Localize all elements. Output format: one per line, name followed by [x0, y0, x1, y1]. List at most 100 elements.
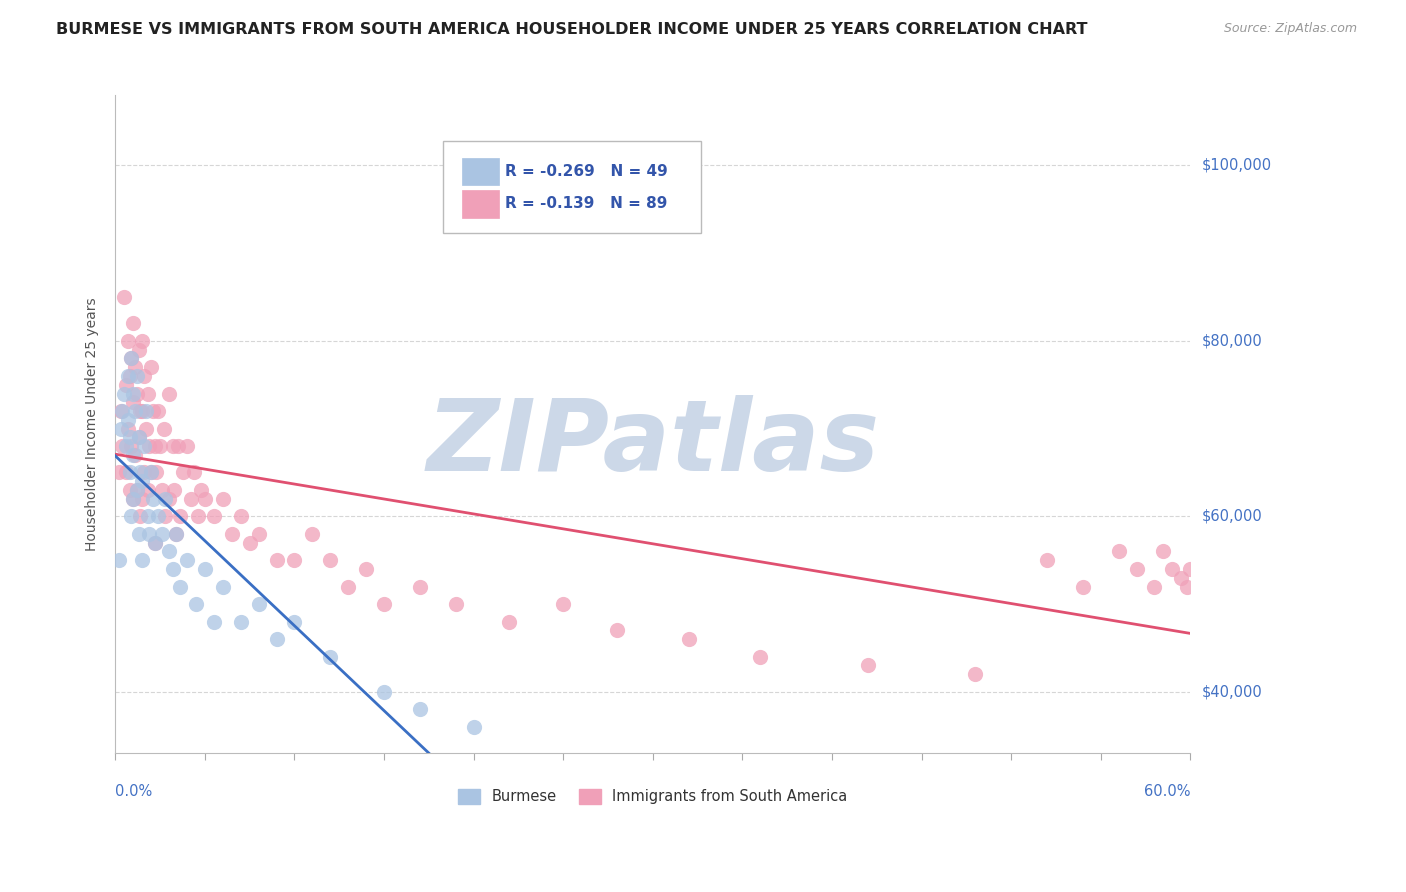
Point	[1108, 544, 1130, 558]
Point	[172, 466, 194, 480]
Point	[187, 509, 209, 524]
Point	[128, 430, 150, 444]
Point	[128, 343, 150, 357]
Point	[463, 720, 485, 734]
Point	[163, 483, 186, 497]
Y-axis label: Householder Income Under 25 years: Householder Income Under 25 years	[86, 297, 100, 551]
Point	[337, 580, 360, 594]
Point	[118, 466, 141, 480]
Point	[112, 290, 135, 304]
Point	[120, 509, 142, 524]
Point	[1161, 562, 1184, 576]
Text: $80,000: $80,000	[1201, 334, 1263, 349]
Text: R = -0.269   N = 49: R = -0.269 N = 49	[506, 164, 668, 179]
Point	[111, 439, 134, 453]
Point	[856, 658, 879, 673]
Point	[131, 475, 153, 489]
Point	[131, 491, 153, 506]
Point	[128, 430, 150, 444]
Point	[129, 466, 152, 480]
Point	[131, 404, 153, 418]
Point	[125, 369, 148, 384]
Point	[143, 535, 166, 549]
Point	[135, 422, 157, 436]
Point	[247, 597, 270, 611]
Text: Source: ZipAtlas.com: Source: ZipAtlas.com	[1223, 22, 1357, 36]
Point	[142, 404, 165, 418]
Point	[111, 404, 134, 418]
Point	[136, 386, 159, 401]
Point	[169, 509, 191, 524]
Point	[148, 404, 170, 418]
Point	[124, 448, 146, 462]
Point	[606, 624, 628, 638]
Point	[157, 386, 180, 401]
Point	[211, 580, 233, 594]
Point	[176, 439, 198, 453]
Point	[138, 439, 160, 453]
Point	[122, 491, 145, 506]
Point	[749, 649, 772, 664]
Point	[117, 422, 139, 436]
Point	[221, 527, 243, 541]
Point	[202, 509, 225, 524]
Point	[132, 439, 155, 453]
Text: BURMESE VS IMMIGRANTS FROM SOUTH AMERICA HOUSEHOLDER INCOME UNDER 25 YEARS CORRE: BURMESE VS IMMIGRANTS FROM SOUTH AMERICA…	[56, 22, 1088, 37]
Point	[110, 422, 132, 436]
Point	[143, 535, 166, 549]
Text: ZIPatlas: ZIPatlas	[426, 395, 879, 492]
Point	[319, 553, 342, 567]
Point	[266, 553, 288, 567]
Point	[155, 509, 177, 524]
Point	[124, 360, 146, 375]
Point	[120, 351, 142, 366]
Text: R = -0.139   N = 89: R = -0.139 N = 89	[506, 196, 668, 211]
Point	[122, 316, 145, 330]
Point	[229, 509, 252, 524]
Text: $40,000: $40,000	[1201, 684, 1263, 699]
Text: 60.0%: 60.0%	[1143, 784, 1191, 798]
Point	[211, 491, 233, 506]
Point	[110, 404, 132, 418]
Point	[373, 597, 395, 611]
Point	[1175, 580, 1198, 594]
Point	[115, 466, 138, 480]
Point	[167, 439, 190, 453]
Point	[1170, 571, 1192, 585]
Point	[1125, 562, 1147, 576]
Point	[120, 439, 142, 453]
Point	[162, 562, 184, 576]
Point	[131, 553, 153, 567]
Point	[118, 430, 141, 444]
FancyBboxPatch shape	[463, 158, 499, 186]
Point	[138, 527, 160, 541]
Point	[108, 553, 131, 567]
Point	[239, 535, 262, 549]
Point	[965, 667, 987, 681]
Point	[125, 386, 148, 401]
Point	[354, 562, 377, 576]
Point	[136, 509, 159, 524]
Point	[176, 553, 198, 567]
Text: $60,000: $60,000	[1201, 508, 1263, 524]
Point	[409, 702, 432, 716]
Point	[155, 491, 177, 506]
Point	[266, 632, 288, 647]
Point	[149, 439, 172, 453]
Point	[678, 632, 700, 647]
Point	[132, 466, 155, 480]
Point	[139, 466, 162, 480]
Point	[498, 615, 520, 629]
Point	[1143, 580, 1166, 594]
Point	[135, 404, 157, 418]
Point	[132, 369, 155, 384]
Point	[122, 395, 145, 409]
Point	[247, 527, 270, 541]
Legend: Burmese, Immigrants from South America: Burmese, Immigrants from South America	[451, 781, 855, 812]
Point	[136, 483, 159, 497]
Point	[143, 439, 166, 453]
Point	[409, 580, 432, 594]
Point	[301, 527, 323, 541]
Point	[118, 369, 141, 384]
Point	[283, 553, 305, 567]
